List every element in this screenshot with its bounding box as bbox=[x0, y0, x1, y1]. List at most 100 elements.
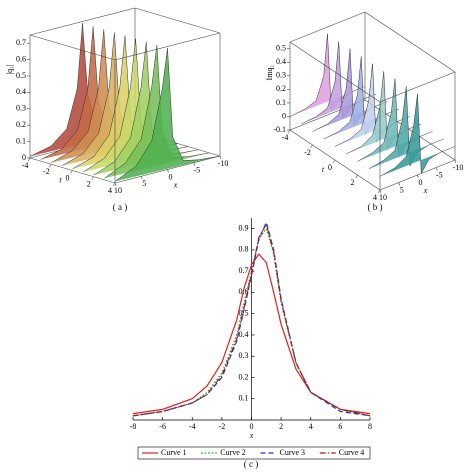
box-edge bbox=[114, 32, 221, 61]
x-tick-label: 5 bbox=[142, 179, 146, 188]
x-tick-label: 8 bbox=[368, 422, 372, 431]
x-tick-label: 0 bbox=[419, 178, 423, 187]
z-tick-label: -0.1 bbox=[273, 125, 286, 134]
t-tick bbox=[310, 144, 313, 149]
surface-row bbox=[368, 86, 444, 170]
legend-box bbox=[137, 446, 371, 460]
x-tick bbox=[435, 167, 438, 171]
z-tick-label: 0.5 bbox=[16, 71, 26, 80]
y-tick-label: 0.2 bbox=[239, 372, 249, 381]
x-tick-label: 0 bbox=[169, 172, 173, 181]
t-tick-label: -4 bbox=[282, 133, 289, 142]
t-tick bbox=[91, 176, 94, 180]
x-axis-label: x bbox=[249, 431, 254, 440]
y-tick-label: 0.1 bbox=[239, 394, 249, 403]
t-tick-label: 0 bbox=[328, 163, 332, 172]
t-tick bbox=[27, 157, 31, 162]
t-tick bbox=[355, 174, 358, 179]
z-tick-label: 0.4 bbox=[16, 87, 26, 96]
curve bbox=[132, 220, 371, 417]
z-tick-label: 0.4 bbox=[276, 57, 286, 66]
t-tick bbox=[377, 189, 381, 194]
x-tick-label: 6 bbox=[338, 422, 342, 431]
t-tick-label: 2 bbox=[351, 178, 355, 187]
x-tick bbox=[454, 159, 457, 164]
z-tick-label: 0.1 bbox=[276, 98, 286, 107]
t-tick-label: -2 bbox=[304, 148, 311, 157]
x-tick-label: -4 bbox=[189, 422, 196, 431]
t-tick-label: 4 bbox=[108, 186, 112, 195]
legend-label: Curve 4 bbox=[339, 448, 365, 457]
x-tick bbox=[219, 155, 222, 160]
z-tick-label: 0 bbox=[282, 111, 286, 120]
t-tick bbox=[287, 129, 291, 134]
surface-row bbox=[104, 44, 210, 179]
t-axis-label: t bbox=[59, 175, 62, 184]
y-tick-label: 0.9 bbox=[239, 223, 249, 232]
legend-label: Curve 3 bbox=[280, 448, 306, 457]
x-tick bbox=[140, 176, 143, 180]
t-tick bbox=[70, 170, 73, 174]
x-axis-label: x bbox=[423, 186, 428, 195]
t-tick-label: 2 bbox=[87, 180, 91, 189]
box-edge bbox=[29, 34, 116, 61]
x-axis-label: x bbox=[173, 180, 178, 189]
t-tick-label: -2 bbox=[43, 167, 50, 176]
x-tick-label: 5 bbox=[400, 185, 404, 194]
box-edge bbox=[289, 11, 366, 43]
z-axis-label: Imq₁ bbox=[265, 65, 274, 81]
x-tick-label: -2 bbox=[219, 422, 226, 431]
z-axis-label: |q₁| bbox=[5, 64, 14, 74]
t-tick-label: 4 bbox=[373, 193, 377, 202]
y-tick-label: 0.4 bbox=[239, 330, 249, 339]
x-tick-label: -10 bbox=[218, 159, 229, 168]
t-tick bbox=[49, 164, 52, 168]
z-tick-label: 0 bbox=[22, 153, 26, 162]
z-tick-label: 0.6 bbox=[16, 54, 26, 63]
x-tick bbox=[398, 182, 401, 186]
x-tick bbox=[193, 162, 196, 166]
caption: ( c ) bbox=[244, 459, 259, 469]
x-tick-label: 2 bbox=[279, 422, 283, 431]
curve bbox=[132, 222, 371, 417]
x-tick-label: -6 bbox=[159, 422, 166, 431]
x-tick bbox=[167, 169, 169, 173]
box-edge bbox=[364, 11, 456, 73]
t-tick-label: -4 bbox=[22, 161, 29, 170]
z-tick-label: 0.5 bbox=[276, 44, 286, 53]
x-tick-label: -8 bbox=[130, 422, 137, 431]
surface-row bbox=[114, 48, 221, 182]
caption: ( b ) bbox=[368, 202, 383, 212]
t-tick bbox=[332, 159, 336, 164]
z-tick-label: 0.2 bbox=[276, 84, 286, 93]
box-edge bbox=[379, 71, 456, 103]
curve bbox=[132, 253, 371, 415]
x-tick bbox=[379, 189, 382, 194]
y-tick-label: 0.8 bbox=[239, 245, 249, 254]
x-tick-label: 4 bbox=[309, 422, 313, 431]
x-tick-label: 10 bbox=[379, 193, 387, 202]
t-tick-label: 0 bbox=[66, 173, 70, 182]
y-tick-label: 0.7 bbox=[239, 266, 249, 275]
z-tick-label: 0.2 bbox=[16, 120, 26, 129]
legend-label: Curve 2 bbox=[220, 448, 246, 457]
z-tick-label: 0.1 bbox=[16, 136, 26, 145]
x-tick bbox=[114, 182, 117, 187]
x-tick-label: -5 bbox=[193, 166, 200, 175]
x-tick-label: 10 bbox=[114, 186, 122, 195]
z-tick-label: 0.3 bbox=[16, 104, 26, 113]
x-tick-label: -5 bbox=[436, 170, 443, 179]
x-tick-label: -10 bbox=[453, 163, 464, 172]
x-tick-label: 0 bbox=[250, 422, 254, 431]
x-tick bbox=[417, 174, 419, 179]
z-tick-label: 0.3 bbox=[276, 71, 286, 80]
caption: ( a ) bbox=[113, 202, 128, 212]
box-edge bbox=[134, 7, 221, 34]
legend-label: Curve 1 bbox=[161, 448, 187, 457]
y-tick-label: 0.3 bbox=[239, 351, 249, 360]
t-tick bbox=[112, 182, 116, 187]
t-axis-label: t bbox=[322, 165, 325, 174]
box-edge bbox=[29, 7, 136, 36]
